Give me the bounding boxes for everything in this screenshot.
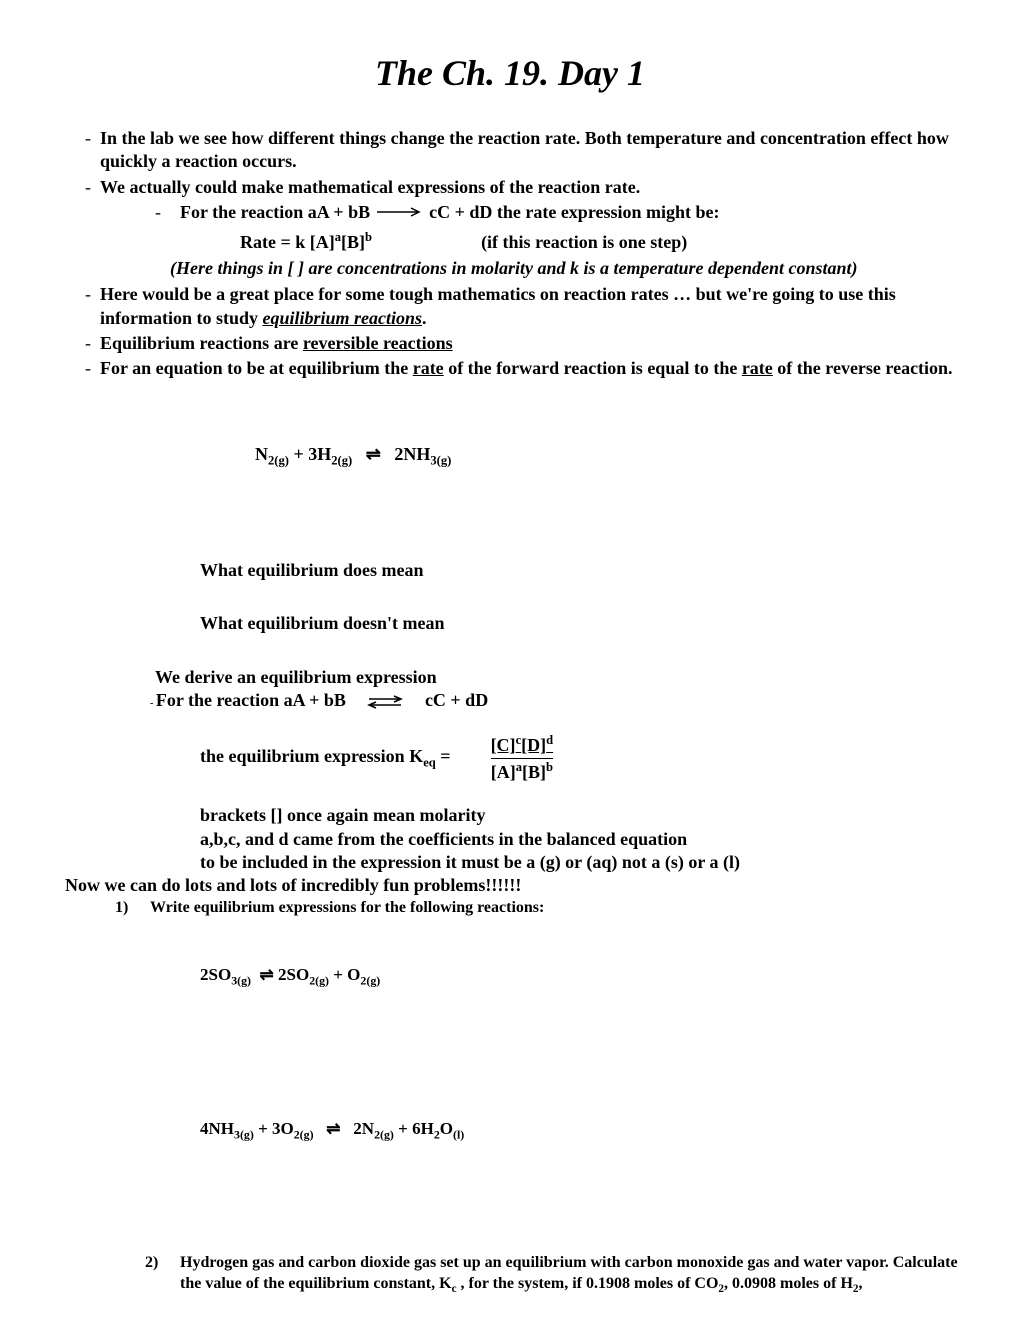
bullet-text: For the reaction aA + bB cC + dD the rat… <box>180 201 980 226</box>
note-phases: to be included in the expression it must… <box>40 851 980 874</box>
problem-2: 2) Hydrogen gas and carbon dioxide gas s… <box>40 1253 980 1297</box>
fun-problems: Now we can do lots and lots of incredibl… <box>40 874 980 897</box>
dash-icon: - <box>40 283 100 330</box>
bullet-text: Equilibrium reactions are reversible rea… <box>100 332 980 355</box>
heading-derive: We derive an equilibrium expression <box>40 666 980 689</box>
equilibrium-arrow-icon: ⇌ <box>260 965 274 984</box>
right-arrow-icon <box>375 202 425 225</box>
dash-icon: - <box>40 176 100 199</box>
keq-expression: the equilibrium expression Keq = [C]c[D]… <box>40 732 980 784</box>
bullet-text: For an equation to be at equilibrium the… <box>100 357 980 380</box>
equilibrium-arrow-icon <box>365 690 405 710</box>
rate-note: (Here things in [ ] are concentrations i… <box>40 257 980 280</box>
bullet-5: - For an equation to be at equilibrium t… <box>40 357 980 380</box>
reaction-so3: 2SO3(g) ⇌ 2SO2(g) + O2(g) <box>40 964 980 989</box>
note-brackets: brackets [] once again mean molarity <box>40 804 980 827</box>
bullet-text: Here would be a great place for some tou… <box>100 283 980 330</box>
page-title: The Ch. 19. Day 1 <box>40 50 980 97</box>
dash-icon: - <box>40 357 100 380</box>
equilibrium-arrow-icon: ⇌ <box>366 444 381 464</box>
reaction-nh3: 4NH3(g) + 3O2(g) ⇌ 2N2(g) + 6H2O(l) <box>40 1118 980 1143</box>
bullet-1: - In the lab we see how different things… <box>40 127 980 174</box>
dash-icon: - <box>40 201 180 226</box>
heading-does-mean: What equilibrium does mean <box>40 559 980 582</box>
ammonia-reaction: N2(g) + 3H2(g) ⇌ 2NH3(g) <box>40 443 980 469</box>
note-coeffs: a,b,c, and d came from the coefficients … <box>40 828 980 851</box>
bullet-3: - Here would be a great place for some t… <box>40 283 980 330</box>
generic-reaction: - For the reaction aA + bB cC + dD <box>40 689 980 712</box>
dash-icon: - <box>40 332 100 355</box>
rate-expression: Rate = k [A]a[B]b (if this reaction is o… <box>40 229 980 254</box>
bullet-2: - We actually could make mathematical ex… <box>40 176 980 199</box>
problem-1: 1) Write equilibrium expressions for the… <box>40 898 980 919</box>
bullet-4: - Equilibrium reactions are reversible r… <box>40 332 980 355</box>
bullet-text: We actually could make mathematical expr… <box>100 176 980 199</box>
dash-icon: - <box>40 127 100 174</box>
equilibrium-arrow-icon: ⇌ <box>326 1119 340 1138</box>
heading-doesnt-mean: What equilibrium doesn't mean <box>40 612 980 635</box>
bullet-text: In the lab we see how different things c… <box>100 127 980 174</box>
bullet-2a: - For the reaction aA + bB cC + dD the r… <box>40 201 980 226</box>
